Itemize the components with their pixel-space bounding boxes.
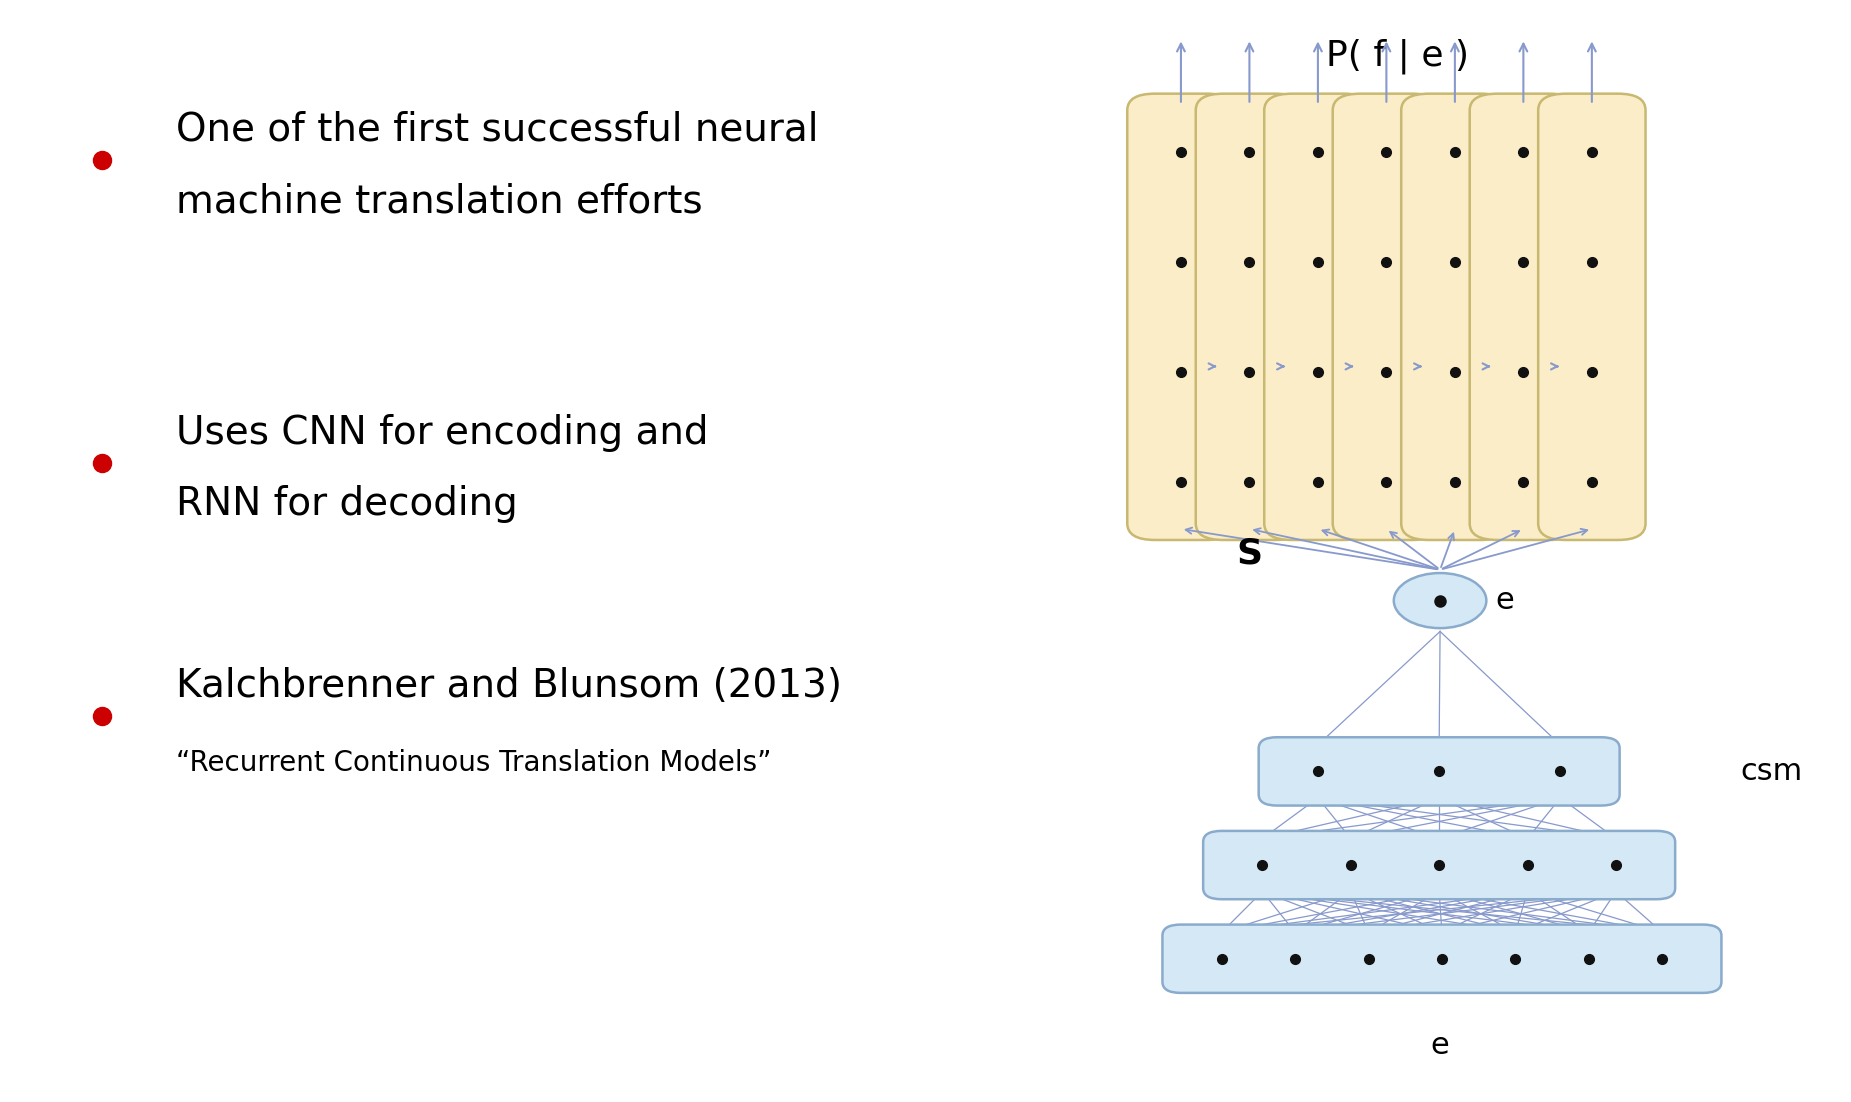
Text: csm: csm — [1740, 757, 1803, 786]
Text: “Recurrent Continuous Translation Models”: “Recurrent Continuous Translation Models… — [176, 749, 772, 777]
FancyBboxPatch shape — [1127, 94, 1235, 540]
Text: One of the first successful neural: One of the first successful neural — [176, 111, 818, 149]
FancyBboxPatch shape — [1203, 831, 1675, 899]
FancyBboxPatch shape — [1264, 94, 1372, 540]
FancyBboxPatch shape — [1162, 925, 1721, 993]
Text: Uses CNN for encoding and: Uses CNN for encoding and — [176, 414, 709, 452]
Text: e: e — [1496, 586, 1514, 615]
Text: S: S — [1236, 537, 1262, 570]
Text: machine translation efforts: machine translation efforts — [176, 183, 703, 220]
FancyBboxPatch shape — [1538, 94, 1646, 540]
FancyBboxPatch shape — [1333, 94, 1440, 540]
Text: P( f | e ): P( f | e ) — [1325, 39, 1470, 74]
FancyBboxPatch shape — [1196, 94, 1303, 540]
Text: RNN for decoding: RNN for decoding — [176, 486, 518, 523]
Text: Kalchbrenner and Blunsom (2013): Kalchbrenner and Blunsom (2013) — [176, 668, 842, 705]
Text: e: e — [1431, 1031, 1449, 1060]
FancyBboxPatch shape — [1401, 94, 1509, 540]
FancyBboxPatch shape — [1259, 737, 1620, 806]
Circle shape — [1394, 573, 1486, 628]
FancyBboxPatch shape — [1470, 94, 1577, 540]
